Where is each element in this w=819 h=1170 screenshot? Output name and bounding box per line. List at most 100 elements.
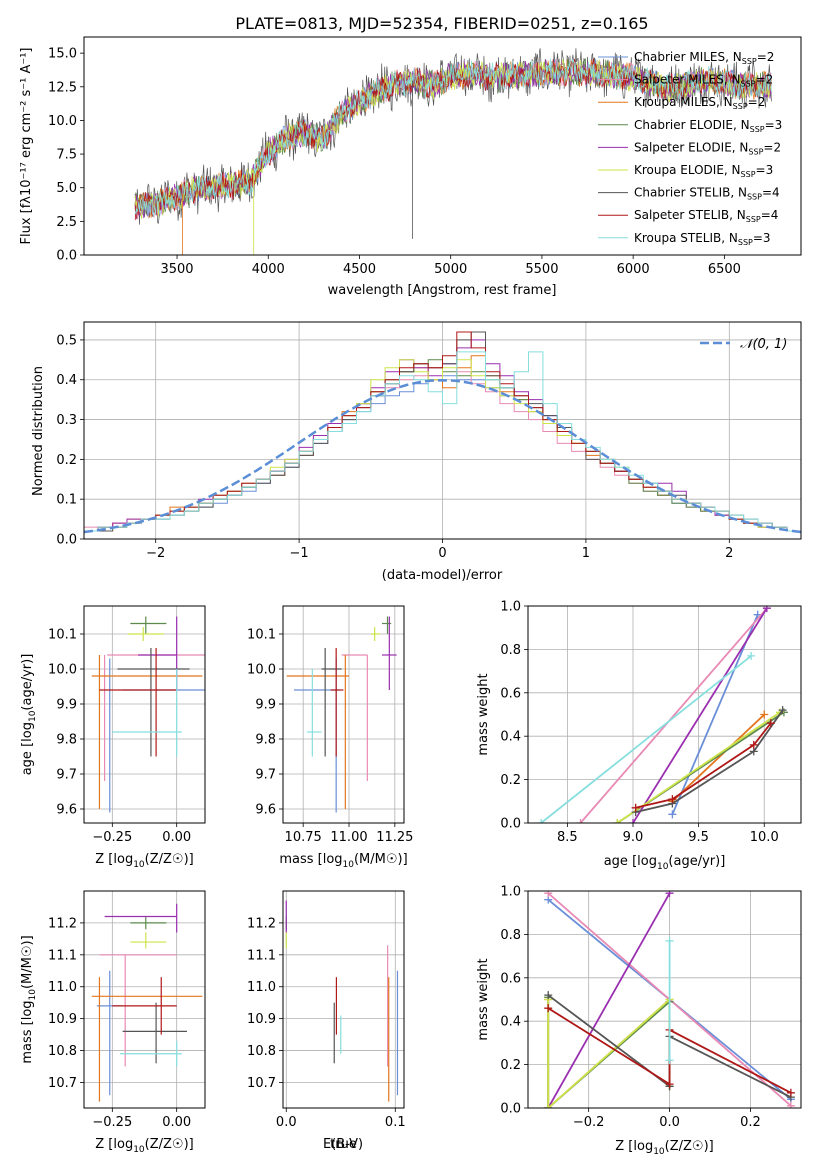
panel-mass_weight_vs_age: 8.5 9.0 9.5 10.0 0.0 0.2 0.4 0.6 0.8 1.0 age [log1… bbox=[476, 600, 802, 872]
y-axis-label: Flux [fλ10⁻¹⁷ erg cm⁻² s⁻¹ A⁻¹] bbox=[19, 48, 34, 245]
y-tick-label: 2.5 bbox=[56, 215, 77, 230]
y-tick-label: 0.4 bbox=[500, 1015, 521, 1030]
x-tick-label: −0.2 bbox=[573, 1115, 605, 1130]
mass-weight-marker bbox=[544, 991, 553, 1000]
mass-weight-marker bbox=[631, 803, 640, 812]
figure-title: PLATE=0813, MJD=52354, FIBERID=0251, z=0… bbox=[235, 14, 648, 33]
y-tick-label: 0.3 bbox=[56, 413, 77, 428]
mass-weight-line bbox=[671, 713, 765, 802]
y-tick-label: 0.4 bbox=[56, 373, 77, 388]
mass-weight-marker bbox=[544, 1004, 553, 1013]
axes-frame bbox=[83, 890, 206, 1109]
axes-frame bbox=[83, 605, 206, 824]
x-axis-label: wavelength [Angstrom, rest frame] bbox=[328, 283, 557, 298]
x-tick-label: −0.25 bbox=[92, 830, 132, 845]
y-tick-label: 1.0 bbox=[500, 885, 521, 900]
y-axis-label: mass [log10(M/M☉)] bbox=[20, 935, 38, 1063]
mass-weight-line bbox=[671, 614, 759, 815]
x-axis-label: Z [log10(Z/Z☉)] bbox=[615, 1139, 713, 1157]
panel-mass_vs_ebv: 0.0 0.1 10.7 10.8 10.9 11.0 11.1 11.2 true bbox=[247, 890, 406, 1152]
y-tick-label: 0.8 bbox=[500, 928, 521, 943]
x-tick-label: 1 bbox=[582, 546, 590, 561]
x-tick-label: 0.0 bbox=[276, 1115, 297, 1130]
x-tick-label: −0.25 bbox=[92, 1115, 132, 1130]
mass-weight-marker bbox=[613, 819, 622, 823]
x-tick-label: 10.75 bbox=[285, 830, 322, 845]
mass-weight-marker bbox=[778, 706, 787, 715]
error-bar-point bbox=[109, 658, 205, 813]
error-bar-point bbox=[286, 655, 349, 809]
error-bar-point bbox=[120, 1040, 182, 1067]
mass-weight-line bbox=[616, 711, 781, 823]
y-tick-label: 11.0 bbox=[247, 980, 276, 995]
mass-weight-marker bbox=[786, 1101, 795, 1108]
x-tick-label: 3500 bbox=[160, 262, 193, 277]
plot-layer: 3500 4000 4500 5000 5500 6000 6500 0.0 2.5 5.0 7.5… bbox=[19, 36, 802, 1157]
x-tick-label: 11.25 bbox=[376, 830, 413, 845]
error-bar-point bbox=[91, 977, 203, 1102]
mass-weight-marker bbox=[749, 740, 758, 749]
y-tick-label: 10.1 bbox=[247, 628, 276, 643]
error-bar-point bbox=[382, 616, 397, 690]
y-tick-label: 11.2 bbox=[247, 916, 276, 931]
y-tick-label: 9.7 bbox=[255, 768, 276, 783]
mass-weight-marker bbox=[668, 795, 677, 804]
mass-weight-marker bbox=[544, 891, 553, 898]
error-bar-point bbox=[130, 616, 167, 634]
error-bar-point bbox=[127, 627, 164, 641]
y-tick-label: 10.9 bbox=[48, 1012, 77, 1027]
error-bar-point bbox=[330, 648, 344, 757]
axes-frame bbox=[527, 605, 802, 824]
x-tick-label: 6500 bbox=[708, 262, 741, 277]
legend-label: Kroupa STELIB, NSSP=3 bbox=[634, 231, 771, 247]
y-tick-label: 11.1 bbox=[247, 948, 276, 963]
mass-weight-marker bbox=[537, 819, 546, 823]
y-axis-label: mass weight bbox=[476, 958, 491, 1040]
legend: Chabrier MILES, NSSP=2 Salpeter MILES, NS… bbox=[598, 50, 782, 247]
error-bar-point bbox=[112, 669, 182, 757]
axes-frame bbox=[282, 890, 405, 1109]
y-tick-label: 0.2 bbox=[500, 1058, 521, 1073]
x-axis-label: Z [log10(Z/Z☉)] bbox=[95, 1137, 193, 1155]
y-tick-label: 11.0 bbox=[48, 980, 77, 995]
error-bar-point bbox=[138, 616, 178, 690]
mass-weight-marker bbox=[665, 1056, 674, 1065]
panel-mass_vs_Z: −0.25 0.00 10.7 10.8 10.9 11.0 11.1 11.2 Z [log1… bbox=[20, 890, 206, 1155]
y-tick-label: 11.1 bbox=[48, 948, 77, 963]
mass-weight-line bbox=[579, 607, 768, 823]
mass-weight-line bbox=[547, 997, 671, 1108]
y-tick-label: 9.9 bbox=[56, 698, 77, 713]
error-bar-point bbox=[117, 648, 190, 757]
x-axis-label: E(B-V) bbox=[323, 1137, 363, 1152]
panel-residuals: −2 −1 0 1 2 0.0 0.1 0.2 0.3 0.4 0.5 (data-model)/er… bbox=[31, 321, 802, 583]
panel-age_vs_Z: −0.25 0.00 9.6 9.7 9.8 9.9 10.0 10.1 Z [log10(Z/… bbox=[20, 605, 206, 870]
y-tick-label: 9.7 bbox=[56, 768, 77, 783]
y-tick-label: 9.8 bbox=[56, 733, 77, 748]
x-tick-label: 2 bbox=[725, 546, 733, 561]
mass-weight-marker bbox=[544, 1104, 553, 1108]
y-tick-label: 0.4 bbox=[500, 730, 521, 745]
y-tick-label: 11.2 bbox=[48, 916, 77, 931]
x-tick-label: −2 bbox=[146, 546, 165, 561]
x-axis-label: true bbox=[330, 1137, 357, 1152]
error-bar-point bbox=[371, 627, 381, 641]
plot-area bbox=[134, 48, 772, 255]
y-tick-label: 12.5 bbox=[48, 80, 77, 95]
mass-weight-line bbox=[540, 655, 752, 823]
x-tick-label: 9.0 bbox=[623, 830, 644, 845]
x-tick-label: 0.1 bbox=[385, 1115, 406, 1130]
x-axis-label: Z [log10(Z/Z☉)] bbox=[95, 852, 193, 870]
x-tick-label: 0.0 bbox=[659, 1115, 680, 1130]
y-tick-label: 9.9 bbox=[255, 698, 276, 713]
mass-weight-marker bbox=[668, 810, 677, 819]
x-tick-label: 4500 bbox=[343, 262, 376, 277]
y-tick-label: 0.1 bbox=[56, 493, 77, 508]
error-bar-point bbox=[103, 654, 205, 781]
axes-frame bbox=[83, 36, 802, 256]
legend-label: Chabrier STELIB, NSSP=4 bbox=[634, 186, 780, 202]
x-axis-label: mass [log10(M/M☉)] bbox=[279, 852, 407, 870]
y-tick-label: 0.2 bbox=[56, 453, 77, 468]
mass-weight-marker bbox=[665, 1080, 674, 1089]
y-tick-label: 0.2 bbox=[500, 773, 521, 788]
